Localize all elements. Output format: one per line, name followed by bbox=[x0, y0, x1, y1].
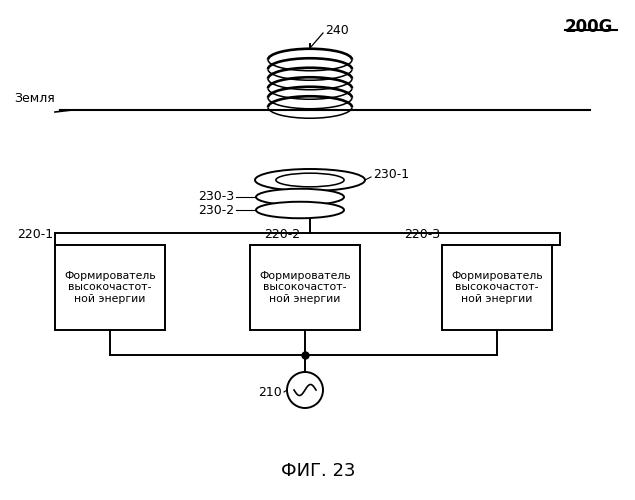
Ellipse shape bbox=[255, 169, 365, 191]
FancyBboxPatch shape bbox=[250, 245, 360, 330]
Text: 230-1: 230-1 bbox=[373, 168, 409, 181]
Text: 240: 240 bbox=[325, 24, 349, 36]
Text: 220-2: 220-2 bbox=[264, 228, 300, 241]
Text: 220-1: 220-1 bbox=[17, 228, 53, 241]
Text: ФИГ. 23: ФИГ. 23 bbox=[281, 462, 355, 480]
Text: 220-3: 220-3 bbox=[404, 228, 440, 241]
Text: Формирователь
высокочастот-
ной энергии: Формирователь высокочастот- ной энергии bbox=[64, 271, 156, 304]
Ellipse shape bbox=[256, 188, 344, 205]
Text: Формирователь
высокочастот-
ной энергии: Формирователь высокочастот- ной энергии bbox=[451, 271, 543, 304]
Text: 230-2: 230-2 bbox=[198, 204, 234, 216]
Ellipse shape bbox=[256, 202, 344, 218]
Text: 210: 210 bbox=[258, 386, 282, 398]
FancyBboxPatch shape bbox=[442, 245, 552, 330]
Text: 200G: 200G bbox=[565, 18, 613, 36]
Ellipse shape bbox=[276, 173, 344, 187]
Circle shape bbox=[287, 372, 323, 408]
Text: Земля: Земля bbox=[14, 92, 55, 105]
FancyBboxPatch shape bbox=[55, 245, 165, 330]
Text: Формирователь
высокочастот-
ной энергии: Формирователь высокочастот- ной энергии bbox=[259, 271, 351, 304]
Text: 230-3: 230-3 bbox=[198, 190, 234, 203]
